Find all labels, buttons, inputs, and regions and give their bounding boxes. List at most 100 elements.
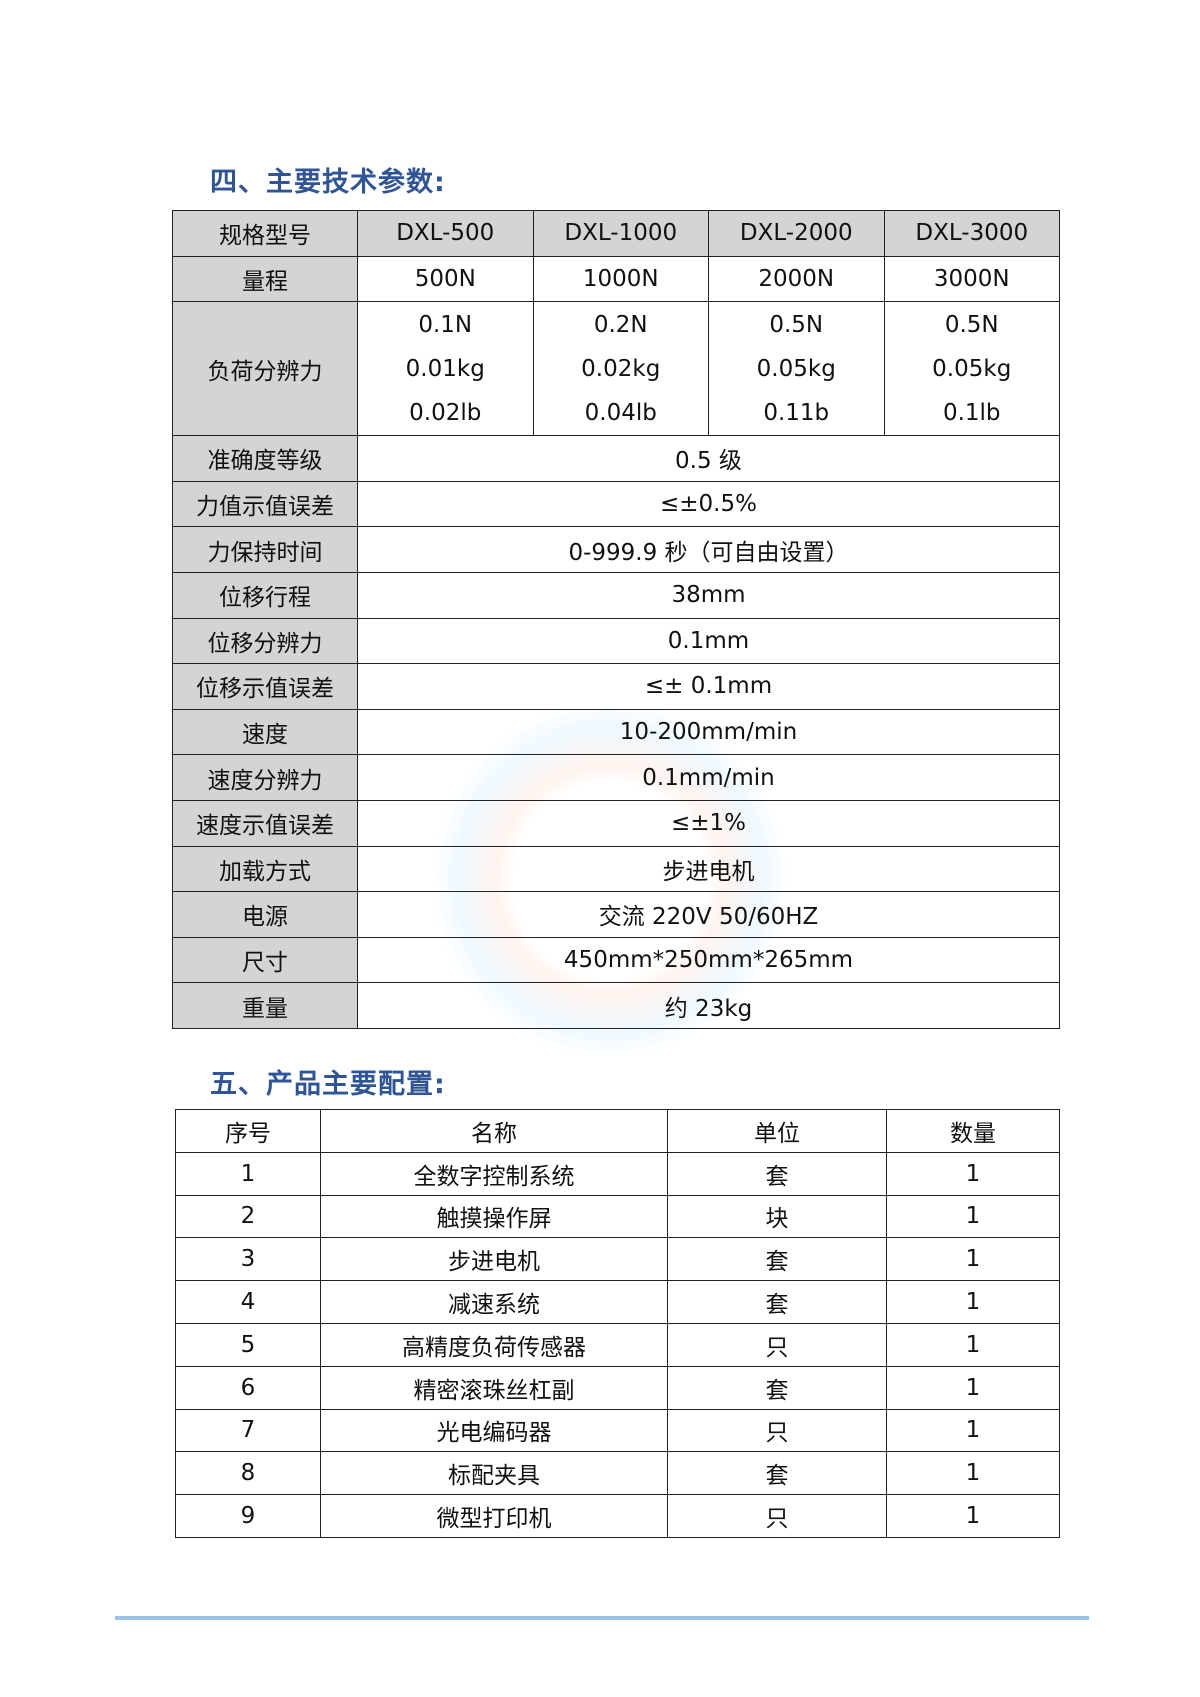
- table-cell: 10-200mm/min: [357, 708, 1060, 756]
- table-cell: 1: [886, 1365, 1060, 1410]
- table-cell: 8: [175, 1451, 321, 1496]
- table-row: 速度 10-200mm/min: [172, 708, 1060, 756]
- table-cell: 加载方式: [172, 845, 358, 893]
- resolution-value: 0.02kg: [581, 355, 661, 382]
- table-cell: 3: [175, 1237, 321, 1282]
- table-cell: 电源: [172, 891, 358, 938]
- table-cell: DXL-2000: [708, 210, 885, 257]
- table-cell: 准确度等级: [172, 435, 358, 482]
- table-cell: 0.2N 0.02kg 0.04lb: [532, 301, 709, 437]
- table-cell: 力值示值误差: [172, 480, 358, 528]
- table-cell: 标配夹具: [320, 1451, 668, 1496]
- table-cell: 微型打印机: [320, 1494, 668, 1538]
- table-cell: 0.5N 0.05kg 0.1lb: [883, 301, 1060, 437]
- table-row: 4 减速系统套 1: [175, 1280, 1060, 1324]
- table-cell: 位移行程: [172, 571, 358, 619]
- table-row: 位移分辨力 0.1mm: [172, 617, 1060, 665]
- table-row: 9 微型打印机只 1: [175, 1494, 1060, 1538]
- resolution-value: 0.05kg: [756, 355, 836, 382]
- table-cell: 速度: [172, 708, 358, 756]
- table-cell: 位移分辨力: [172, 617, 358, 665]
- table-row: 负荷分辨力 0.1N 0.01kg 0.02lb 0.2N 0.02kg 0.04lb 0.5…: [172, 301, 1060, 437]
- table-cell: 2000N: [708, 255, 885, 303]
- table-cell: 500N: [357, 255, 534, 303]
- table-cell: 4: [175, 1280, 321, 1324]
- table-cell: 9: [175, 1494, 321, 1538]
- section-title-specs: 四、主要技术参数:: [210, 167, 446, 198]
- table-cell: 序号: [175, 1109, 321, 1153]
- table-cell: 单位: [667, 1109, 887, 1153]
- table-cell: 5: [175, 1322, 321, 1367]
- table-cell: 1: [886, 1151, 1060, 1196]
- table-cell: 套: [667, 1451, 887, 1496]
- table-cell: 套: [667, 1280, 887, 1324]
- table-cell: 高精度负荷传感器: [320, 1322, 668, 1367]
- table-cell: 38mm: [357, 571, 1060, 619]
- table-cell: 0.1mm: [357, 617, 1060, 665]
- table-cell: 步进电机: [357, 845, 1060, 893]
- table-cell: 全数字控制系统: [320, 1151, 668, 1196]
- table-cell: 套: [667, 1237, 887, 1282]
- resolution-value: 0.01kg: [405, 355, 485, 382]
- table-cell: 触摸操作屏: [320, 1194, 668, 1239]
- table-cell: 1: [175, 1151, 321, 1196]
- table-cell: 名称: [320, 1109, 668, 1153]
- table-row: 力保持时间 0-999.9 秒（可自由设置）: [172, 526, 1060, 573]
- table-row: 1 全数字控制系统套 1: [175, 1151, 1060, 1196]
- table-cell: 1: [886, 1322, 1060, 1367]
- table-cell: 只: [667, 1494, 887, 1538]
- table-cell: 1: [886, 1451, 1060, 1496]
- table-cell: DXL-500: [357, 210, 534, 257]
- config-table: 序号 名称 单位 数量 1 全数字控制系统套 1 2 触摸操作屏块 1 3 步进电机套 1 4 减速系统套 1…: [175, 1109, 1060, 1538]
- table-cell: ≤±0.5%: [357, 480, 1060, 528]
- table-cell: 0.1N 0.01kg 0.02lb: [357, 301, 534, 437]
- table-cell: 只: [667, 1322, 887, 1367]
- table-row: 速度示值误差 ≤±1%: [172, 799, 1060, 847]
- table-row: 尺寸 450mm*250mm*265mm: [172, 936, 1060, 984]
- resolution-value: 0.11b: [763, 399, 830, 426]
- table-cell: 1: [886, 1280, 1060, 1324]
- table-row: 2 触摸操作屏块 1: [175, 1194, 1060, 1239]
- table-row: 3 步进电机套 1: [175, 1237, 1060, 1282]
- table-row: 速度分辨力 0.1mm/min: [172, 754, 1060, 801]
- table-cell: 1: [886, 1494, 1060, 1538]
- table-row: 力值示值误差 ≤±0.5%: [172, 480, 1060, 528]
- table-cell: 约 23kg: [357, 982, 1060, 1029]
- table-cell: 只: [667, 1408, 887, 1453]
- table-cell: 交流 220V 50/60HZ: [357, 891, 1060, 938]
- table-cell: 力保持时间: [172, 526, 358, 573]
- table-cell: 1: [886, 1408, 1060, 1453]
- table-row: 7 光电编码器只 1: [175, 1408, 1060, 1453]
- table-row: 准确度等级 0.5 级: [172, 435, 1060, 482]
- table-cell: 0.5N 0.05kg 0.11b: [708, 301, 885, 437]
- table-cell: 重量: [172, 982, 358, 1029]
- table-row: 5 高精度负荷传感器只 1: [175, 1322, 1060, 1367]
- table-cell: 7: [175, 1408, 321, 1453]
- table-row: 加载方式 步进电机: [172, 845, 1060, 893]
- table-cell: 精密滚珠丝杠副: [320, 1365, 668, 1410]
- table-cell: 尺寸: [172, 936, 358, 984]
- table-cell: 2: [175, 1194, 321, 1239]
- table-row: 位移示值误差 ≤± 0.1mm: [172, 663, 1060, 710]
- table-cell: 0.5 级: [357, 435, 1060, 482]
- table-cell: 块: [667, 1194, 887, 1239]
- section-title-config: 五、产品主要配置:: [210, 1069, 446, 1100]
- table-cell: 1: [886, 1237, 1060, 1282]
- table-cell: 1000N: [532, 255, 709, 303]
- table-cell: 规格型号: [172, 210, 358, 257]
- table-row: 规格型号 DXL-500 DXL-1000 DXL-2000 DXL-3000: [172, 210, 1060, 257]
- resolution-value: 0.5N: [769, 311, 824, 338]
- table-cell: 位移示值误差: [172, 663, 358, 710]
- table-row: 6 精密滚珠丝杠副套 1: [175, 1365, 1060, 1410]
- table-cell: ≤±1%: [357, 799, 1060, 847]
- table-cell: DXL-3000: [883, 210, 1060, 257]
- table-row: 电源 交流 220V 50/60HZ: [172, 891, 1060, 938]
- spec-table: 规格型号 DXL-500 DXL-1000 DXL-2000 DXL-3000 量程 500…: [172, 210, 1060, 1029]
- table-cell: 套: [667, 1365, 887, 1410]
- table-cell: ≤± 0.1mm: [357, 663, 1060, 710]
- table-cell: 1: [886, 1194, 1060, 1239]
- table-cell: DXL-1000: [532, 210, 709, 257]
- table-cell: 数量: [886, 1109, 1060, 1153]
- table-cell: 0-999.9 秒（可自由设置）: [357, 526, 1060, 573]
- table-row: 重量约 23kg: [172, 982, 1060, 1029]
